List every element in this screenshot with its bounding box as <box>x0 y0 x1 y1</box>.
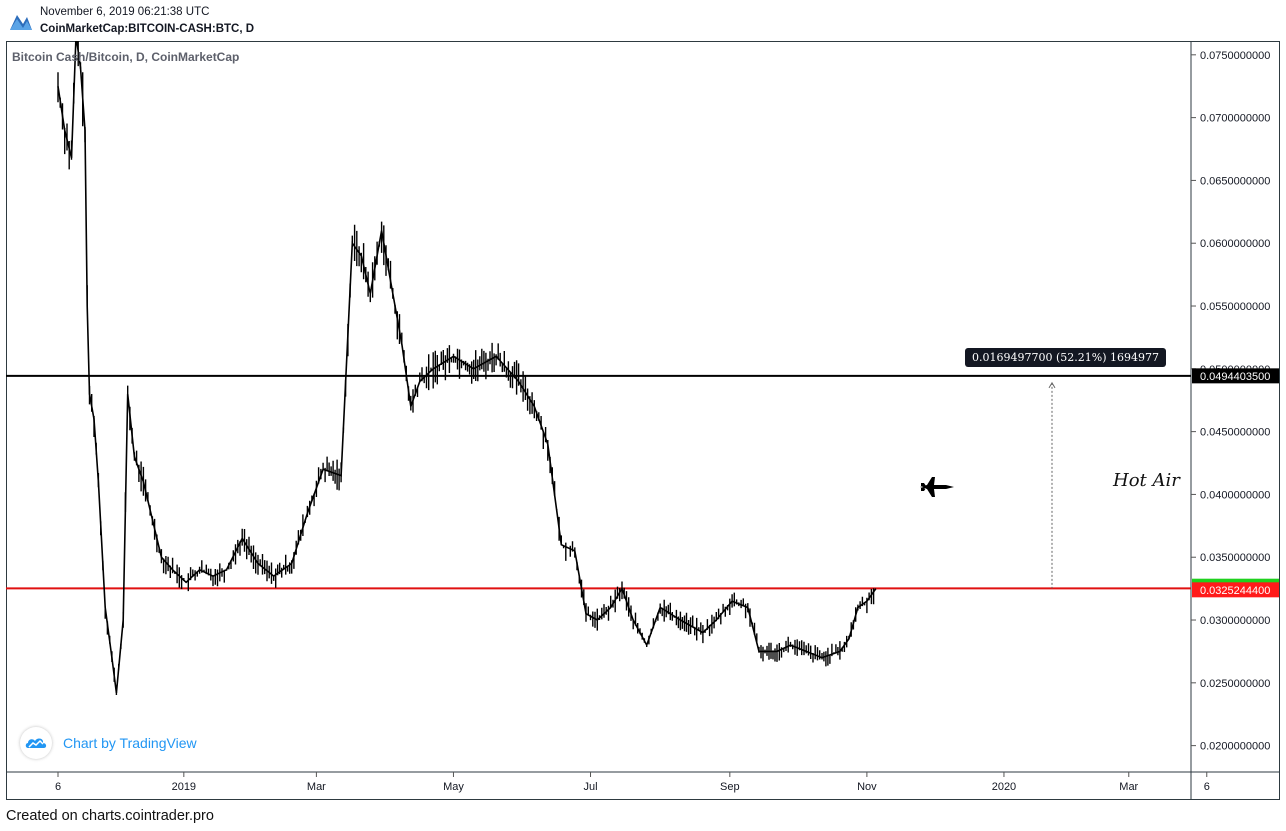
price-tick-label: 0.0400000000 <box>1200 489 1270 501</box>
support-price-label: 0.0325244400 <box>1200 585 1270 597</box>
price-tick-label: 0.0350000000 <box>1200 552 1270 564</box>
price-tick-label: 0.0200000000 <box>1200 741 1270 753</box>
time-tick-label: 6 <box>1204 781 1210 793</box>
snapshot-timestamp: November 6, 2019 06:21:38 UTC <box>40 6 210 18</box>
series-legend: Bitcoin Cash/Bitcoin, D, CoinMarketCap <box>12 50 240 64</box>
chart-header: November 6, 2019 06:21:38 UTC CoinMarket… <box>0 0 1286 42</box>
price-tick-label: 0.0450000000 <box>1200 427 1270 439</box>
price-axis[interactable]: 0.0750000000 0.0700000000 0.0650000000 0.06… <box>6 41 1280 800</box>
price-tick-label: 0.0650000000 <box>1200 175 1270 187</box>
price-tick-label: 0.0750000000 <box>1200 50 1270 62</box>
tradingview-badge-text[interactable]: Chart by TradingView <box>63 735 197 751</box>
measure-tool <box>1048 381 1056 589</box>
time-axis[interactable]: 6 2019 Mar May Jul Sep Nov 2020 Mar 6 <box>55 772 1210 793</box>
time-tick-label: Mar <box>1119 781 1138 793</box>
measure-label: 0.0169497700 (52.21%) 1694977 <box>965 348 1166 367</box>
time-tick-label: 2019 <box>172 781 196 793</box>
price-tick-label: 0.0700000000 <box>1200 113 1270 125</box>
tradingview-logo-icon <box>10 15 32 30</box>
support-price-label-bg <box>1192 582 1279 598</box>
price-candles <box>57 41 875 695</box>
time-tick-label: 2020 <box>992 781 1016 793</box>
tradingview-badge[interactable]: Chart by TradingView <box>20 727 197 759</box>
price-tick-label: 0.0300000000 <box>1200 615 1270 627</box>
tradingview-cloud-icon <box>20 727 52 759</box>
time-tick-label: Jul <box>583 781 597 793</box>
time-tick-label: May <box>443 781 464 793</box>
price-series <box>57 41 877 695</box>
time-tick-label: Sep <box>720 781 740 793</box>
time-tick-label: Nov <box>857 781 877 793</box>
resistance-price-label: 0.0494403500 <box>1200 371 1270 383</box>
price-tick-label: 0.0600000000 <box>1200 238 1270 250</box>
fighter-jet-icon <box>920 477 954 497</box>
time-tick-label: 6 <box>55 781 61 793</box>
price-trend <box>57 41 877 694</box>
hot-air-annotation: Hot Air <box>1113 470 1180 491</box>
price-chart[interactable]: 0.0750000000 0.0700000000 0.0650000000 0.06… <box>6 41 1280 800</box>
measure-arrow-icon <box>1048 381 1056 389</box>
horizontal-lines[interactable] <box>6 374 1191 590</box>
footer-credit: Created on charts.cointrader.pro <box>6 808 214 824</box>
price-tick-label: 0.0250000000 <box>1200 678 1270 690</box>
symbol-title: CoinMarketCap:BITCOIN-CASH:BTC, D <box>40 23 255 35</box>
time-tick-label: Mar <box>307 781 326 793</box>
resistance-price-label-bg <box>1192 368 1279 384</box>
price-tick-label: 0.0550000000 <box>1200 301 1270 313</box>
chart-frame <box>6 41 1280 800</box>
